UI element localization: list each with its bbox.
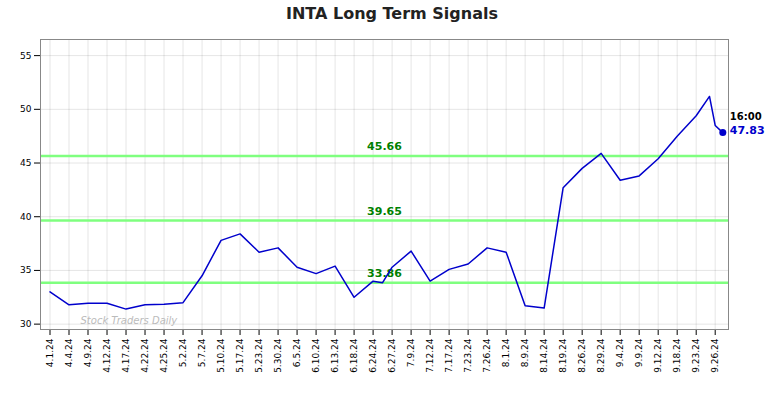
- svg-text:45: 45: [20, 158, 31, 168]
- svg-text:9.23.24: 9.23.24: [691, 338, 701, 373]
- svg-text:8.14.24: 8.14.24: [539, 338, 549, 373]
- svg-text:6.27.24: 6.27.24: [387, 338, 397, 373]
- svg-text:47.83: 47.83: [730, 124, 765, 137]
- svg-text:45.66: 45.66: [367, 140, 402, 153]
- svg-text:30: 30: [20, 319, 32, 329]
- svg-text:9.9.24: 9.9.24: [634, 338, 644, 367]
- svg-text:5.10.24: 5.10.24: [216, 338, 226, 373]
- html-text:INTA Long Term Signals: INTA Long Term Signals: [286, 4, 498, 23]
- svg-text:50: 50: [20, 104, 32, 114]
- svg-text:5.30.24: 5.30.24: [273, 338, 283, 373]
- svg-text:39.65: 39.65: [367, 205, 402, 218]
- svg-text:6.13.24: 6.13.24: [330, 338, 340, 373]
- svg-text:33.86: 33.86: [367, 267, 402, 281]
- svg-text:5.2.24: 5.2.24: [178, 338, 188, 367]
- svg-text:6.18.24: 6.18.24: [349, 338, 359, 373]
- svg-text:6.10.24: 6.10.24: [311, 338, 321, 373]
- svg-text:5.7.24: 5.7.24: [197, 338, 207, 367]
- svg-text:4.1.24: 4.1.24: [45, 338, 55, 367]
- svg-text:4.17.24: 4.17.24: [121, 338, 131, 373]
- svg-text:7.26.24: 7.26.24: [482, 338, 492, 373]
- svg-text:4.12.24: 4.12.24: [102, 338, 112, 373]
- svg-text:16:00: 16:00: [730, 111, 762, 122]
- svg-text:7.12.24: 7.12.24: [425, 338, 435, 373]
- svg-text:9.4.24: 9.4.24: [615, 338, 625, 367]
- svg-text:4.4.24: 4.4.24: [64, 338, 74, 367]
- svg-text:7.9.24: 7.9.24: [406, 338, 416, 367]
- svg-text:9.12.24: 9.12.24: [653, 338, 663, 373]
- svg-text:9.18.24: 9.18.24: [672, 338, 682, 373]
- svg-text:55: 55: [20, 50, 31, 60]
- svg-text:7.23.24: 7.23.24: [463, 338, 473, 373]
- svg-text:Stock Traders Daily: Stock Traders Daily: [81, 315, 179, 326]
- svg-text:6.24.24: 6.24.24: [368, 338, 378, 373]
- svg-text:8.26.24: 8.26.24: [577, 338, 587, 373]
- svg-text:4.25.24: 4.25.24: [159, 338, 169, 373]
- svg-text:8.1.24: 8.1.24: [501, 338, 511, 367]
- svg-text:8.29.24: 8.29.24: [596, 338, 606, 373]
- svg-text:6.5.24: 6.5.24: [292, 338, 302, 367]
- svg-text:9.26.24: 9.26.24: [710, 338, 720, 373]
- svg-text:8.9.24: 8.9.24: [520, 338, 530, 367]
- svg-text:7.17.24: 7.17.24: [444, 338, 454, 373]
- svg-text:40: 40: [20, 212, 32, 222]
- svg-text:5.17.24: 5.17.24: [235, 338, 245, 373]
- svg-text:35: 35: [20, 265, 31, 275]
- svg-text:8.19.24: 8.19.24: [558, 338, 568, 373]
- svg-text:4.22.24: 4.22.24: [140, 338, 150, 373]
- svg-text:5.23.24: 5.23.24: [254, 338, 264, 373]
- svg-text:4.9.24: 4.9.24: [83, 338, 93, 367]
